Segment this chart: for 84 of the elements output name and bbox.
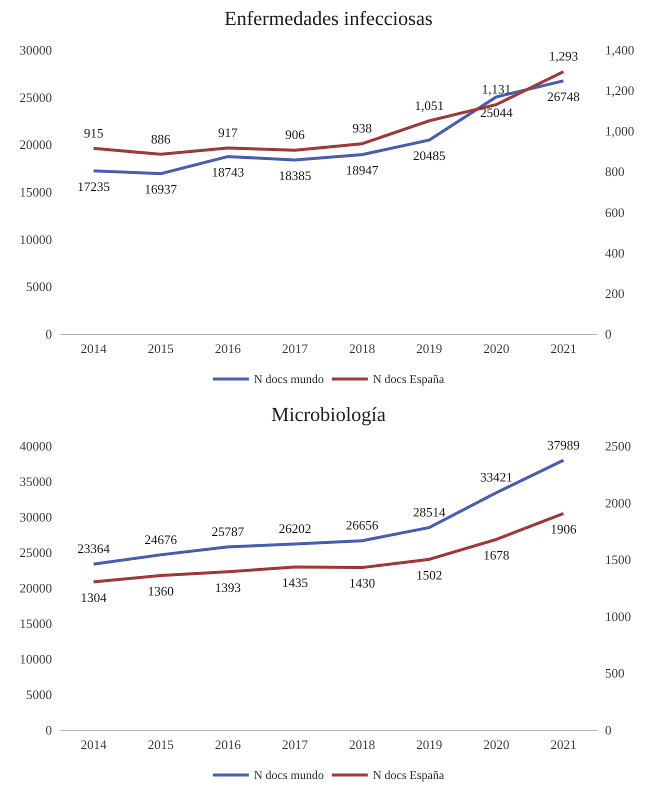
y-tick-label: 5000 bbox=[26, 687, 52, 702]
data-label: 917 bbox=[218, 124, 238, 140]
y2-tick-label: 1,200 bbox=[605, 83, 634, 98]
data-label: 1502 bbox=[416, 567, 442, 582]
x-tick-label: 2015 bbox=[148, 341, 174, 356]
y2-tick-label: 400 bbox=[605, 245, 624, 260]
y2-tick-label: 1,000 bbox=[605, 124, 634, 139]
data-label: 1678 bbox=[483, 547, 510, 562]
x-tick-label: 2015 bbox=[148, 737, 174, 752]
y2-tick-label: 500 bbox=[605, 666, 624, 681]
data-label: 18947 bbox=[346, 162, 379, 178]
y-tick-label: 15000 bbox=[20, 616, 52, 631]
data-label: 20485 bbox=[412, 148, 446, 164]
y-tick-label: 25000 bbox=[20, 545, 52, 560]
x-tick-label: 2021 bbox=[550, 341, 576, 356]
x-tick-label: 2014 bbox=[80, 341, 108, 356]
y2-tick-label: 1000 bbox=[605, 608, 631, 624]
data-label: 1393 bbox=[214, 580, 241, 595]
data-label: 16937 bbox=[144, 182, 178, 197]
x-tick-label: 2020 bbox=[483, 341, 510, 356]
data-label: 26202 bbox=[278, 520, 312, 536]
legend-label: N docs mundo bbox=[254, 768, 324, 782]
y2-tick-label: 800 bbox=[605, 164, 624, 180]
y2-tick-label: 2500 bbox=[605, 438, 631, 454]
x-tick-label: 2019 bbox=[416, 737, 442, 752]
data-label: 906 bbox=[285, 127, 306, 142]
legend-label: N docs España bbox=[372, 768, 445, 782]
x-tick-label: 2014 bbox=[80, 737, 108, 752]
y-tick-label: 35000 bbox=[20, 474, 52, 489]
data-label: 1,293 bbox=[548, 48, 578, 64]
y2-tick-label: 0 bbox=[605, 326, 612, 342]
data-label: 33421 bbox=[480, 470, 513, 485]
data-label: 17235 bbox=[77, 178, 110, 194]
data-label: 26656 bbox=[346, 518, 379, 533]
data-label: 25787 bbox=[212, 524, 245, 539]
y-tick-label: 10000 bbox=[20, 232, 52, 247]
data-label: 1435 bbox=[282, 574, 308, 590]
y-tick-label: 25000 bbox=[20, 90, 52, 105]
y2-tick-label: 0 bbox=[605, 722, 612, 738]
data-label: 28514 bbox=[412, 504, 446, 520]
x-tick-label: 2018 bbox=[349, 341, 376, 356]
data-label: 25044 bbox=[480, 104, 514, 120]
y-tick-label: 0 bbox=[46, 722, 52, 738]
data-label: 915 bbox=[84, 125, 104, 140]
legend-label: N docs mundo bbox=[254, 372, 324, 386]
y-tick-label: 30000 bbox=[20, 42, 52, 58]
chart-title: Microbiología bbox=[271, 404, 386, 426]
x-tick-label: 2017 bbox=[282, 737, 308, 752]
data-label: 24676 bbox=[144, 532, 178, 547]
x-tick-label: 2016 bbox=[214, 737, 242, 752]
x-tick-label: 2018 bbox=[349, 737, 376, 752]
y2-tick-label: 2000 bbox=[605, 495, 631, 510]
y2-tick-label: 1500 bbox=[605, 552, 631, 568]
y-tick-label: 20000 bbox=[20, 137, 52, 152]
data-label: 1906 bbox=[550, 521, 577, 536]
y-tick-label: 0 bbox=[46, 326, 52, 342]
x-tick-label: 2020 bbox=[483, 737, 510, 752]
data-label: 1360 bbox=[148, 584, 174, 599]
chart-title: Enfermedades infecciosas bbox=[224, 8, 433, 30]
data-label: 886 bbox=[150, 131, 171, 146]
y-tick-label: 40000 bbox=[20, 438, 52, 454]
x-tick-label: 2016 bbox=[214, 341, 242, 356]
data-label: 37989 bbox=[547, 437, 580, 452]
y-tick-label: 30000 bbox=[20, 510, 52, 524]
y-tick-label: 15000 bbox=[20, 184, 52, 200]
data-label: 1304 bbox=[80, 590, 108, 605]
data-label: 18743 bbox=[212, 164, 244, 180]
data-label: 938 bbox=[352, 120, 372, 136]
y2-tick-label: 600 bbox=[605, 204, 624, 220]
x-tick-label: 2019 bbox=[416, 341, 442, 356]
data-label: 23364 bbox=[77, 541, 110, 556]
y2-tick-label: 1,400 bbox=[605, 42, 634, 58]
data-label: 18385 bbox=[278, 168, 312, 183]
data-label: 1,131 bbox=[482, 82, 511, 97]
x-tick-label: 2017 bbox=[282, 341, 308, 356]
y-tick-label: 10000 bbox=[20, 652, 52, 666]
data-label: 26748 bbox=[547, 88, 580, 104]
y-tick-label: 20000 bbox=[20, 580, 52, 596]
x-tick-label: 2021 bbox=[550, 737, 576, 752]
data-label: 1430 bbox=[349, 576, 376, 591]
data-label: 1,051 bbox=[414, 98, 444, 113]
y-tick-label: 5000 bbox=[26, 279, 52, 294]
legend-label: N docs España bbox=[372, 372, 445, 386]
y2-tick-label: 200 bbox=[605, 286, 624, 301]
